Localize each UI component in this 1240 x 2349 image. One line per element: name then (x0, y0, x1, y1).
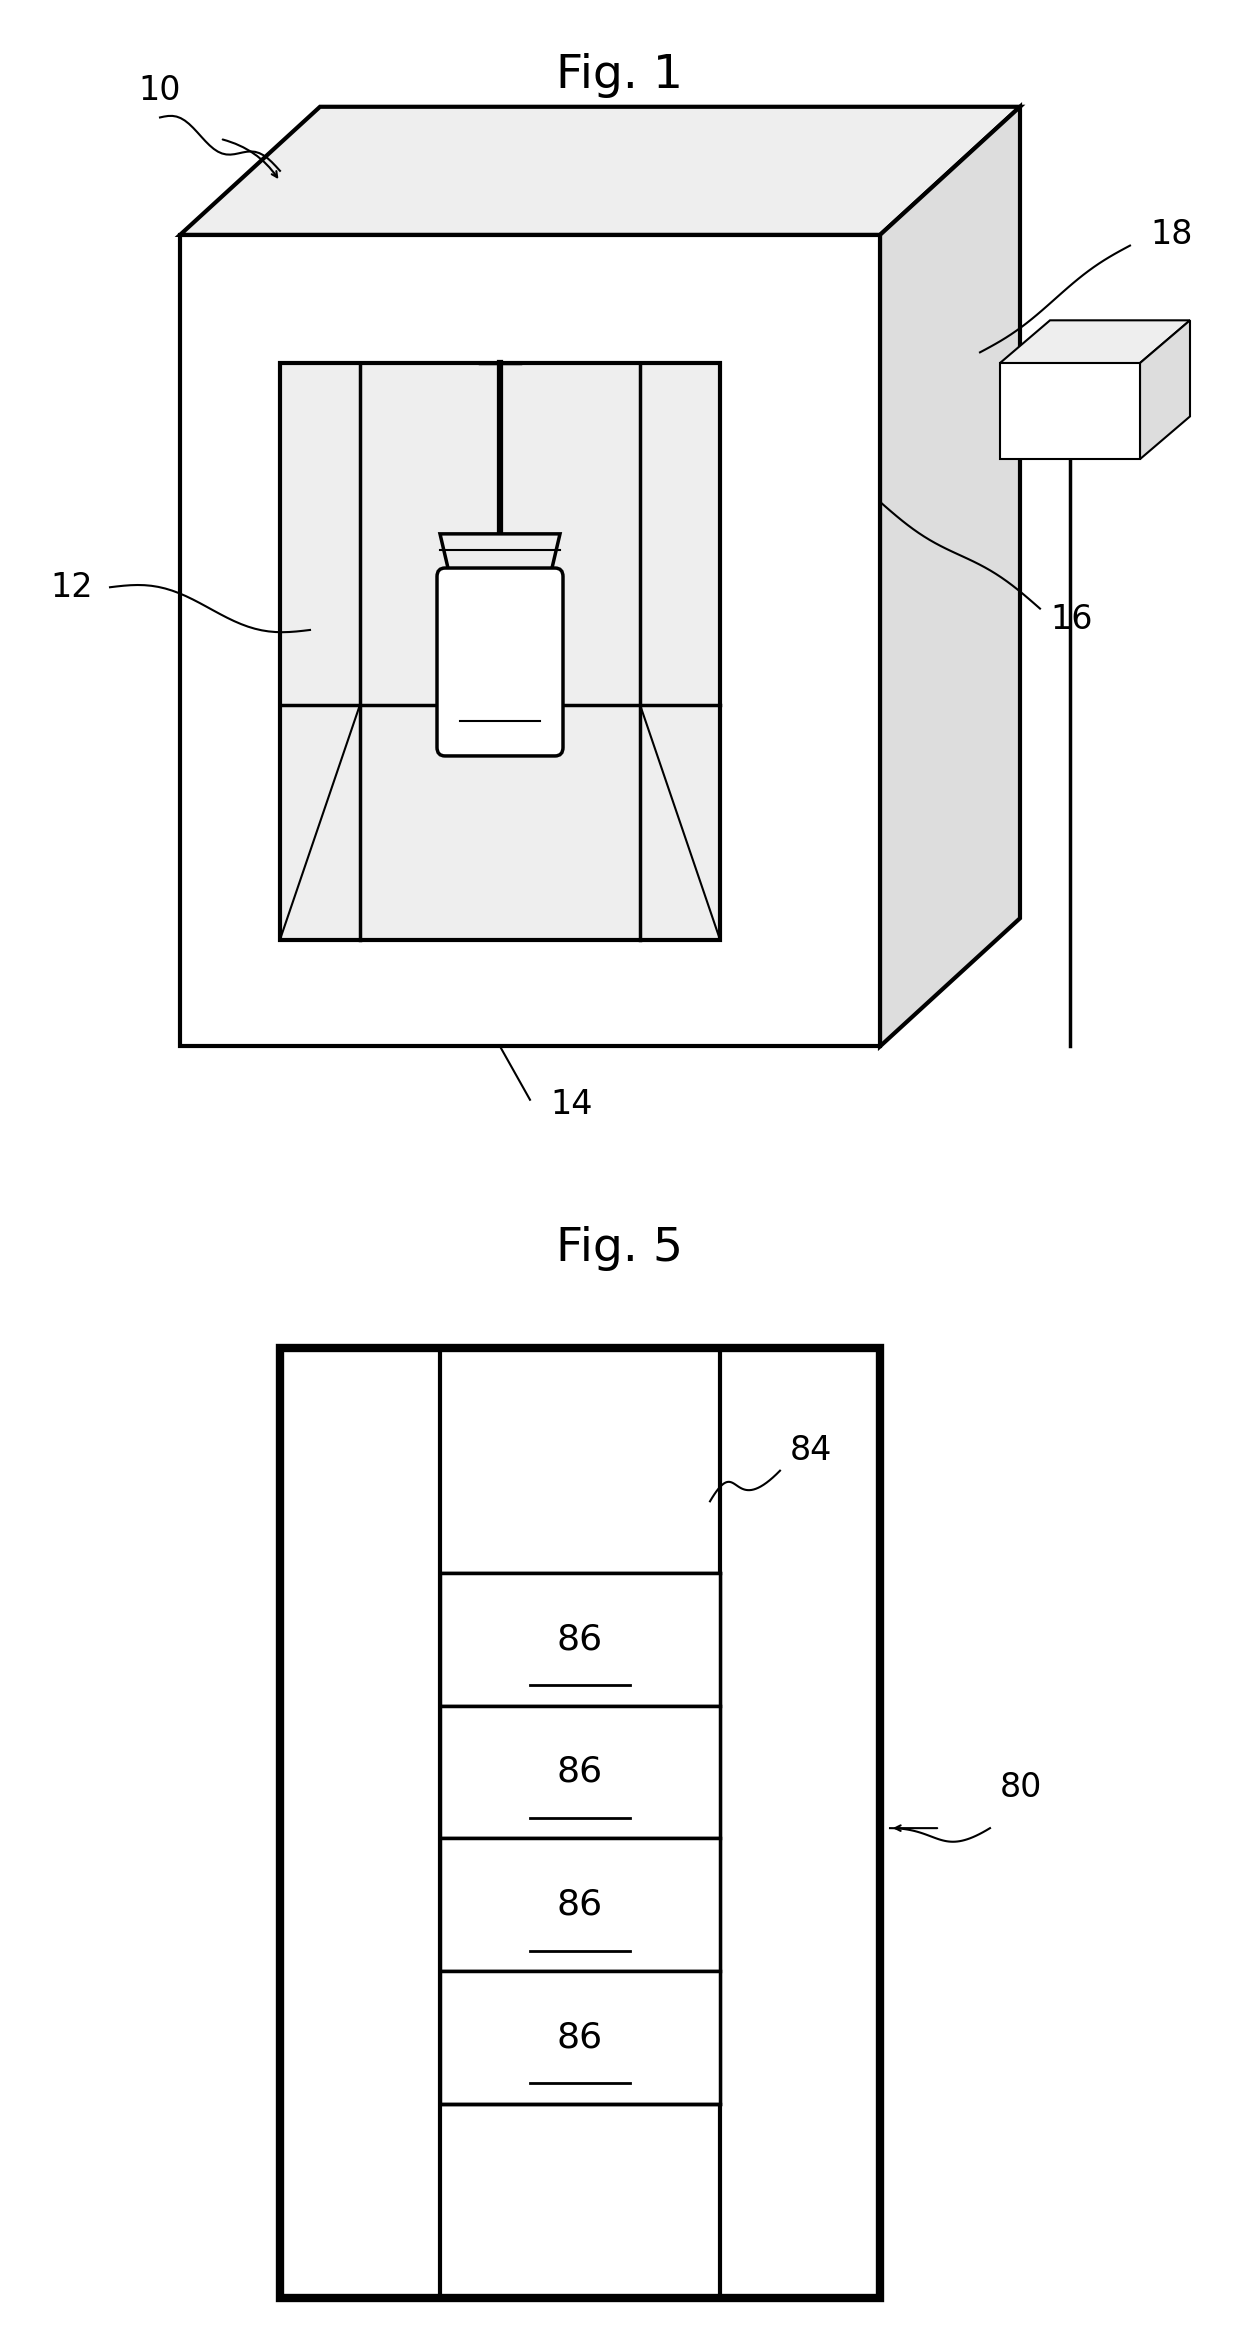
Polygon shape (180, 106, 1021, 235)
Polygon shape (440, 1574, 720, 1705)
Polygon shape (280, 364, 720, 940)
Text: 14: 14 (551, 1088, 593, 1120)
FancyBboxPatch shape (436, 568, 563, 756)
Text: Fig. 1: Fig. 1 (557, 54, 683, 99)
Text: 16: 16 (1050, 604, 1092, 637)
Polygon shape (180, 235, 880, 1045)
Text: 86: 86 (557, 1623, 603, 1656)
Polygon shape (999, 319, 1190, 364)
Text: 80: 80 (999, 1771, 1043, 1804)
Polygon shape (440, 1705, 720, 1839)
Text: 86: 86 (557, 2020, 603, 2055)
Text: 12: 12 (50, 571, 93, 604)
Polygon shape (440, 1971, 720, 2105)
Polygon shape (440, 1839, 720, 1971)
Text: 84: 84 (790, 1433, 832, 1466)
Text: 86: 86 (557, 1889, 603, 1921)
Polygon shape (280, 1348, 880, 2297)
Polygon shape (880, 106, 1021, 1045)
Text: 18: 18 (1149, 218, 1193, 251)
Polygon shape (1140, 319, 1190, 458)
Polygon shape (999, 364, 1140, 458)
Text: Fig. 5: Fig. 5 (557, 1226, 683, 1271)
Polygon shape (440, 533, 560, 576)
Text: 10: 10 (139, 73, 181, 106)
Text: 86: 86 (557, 1755, 603, 1790)
